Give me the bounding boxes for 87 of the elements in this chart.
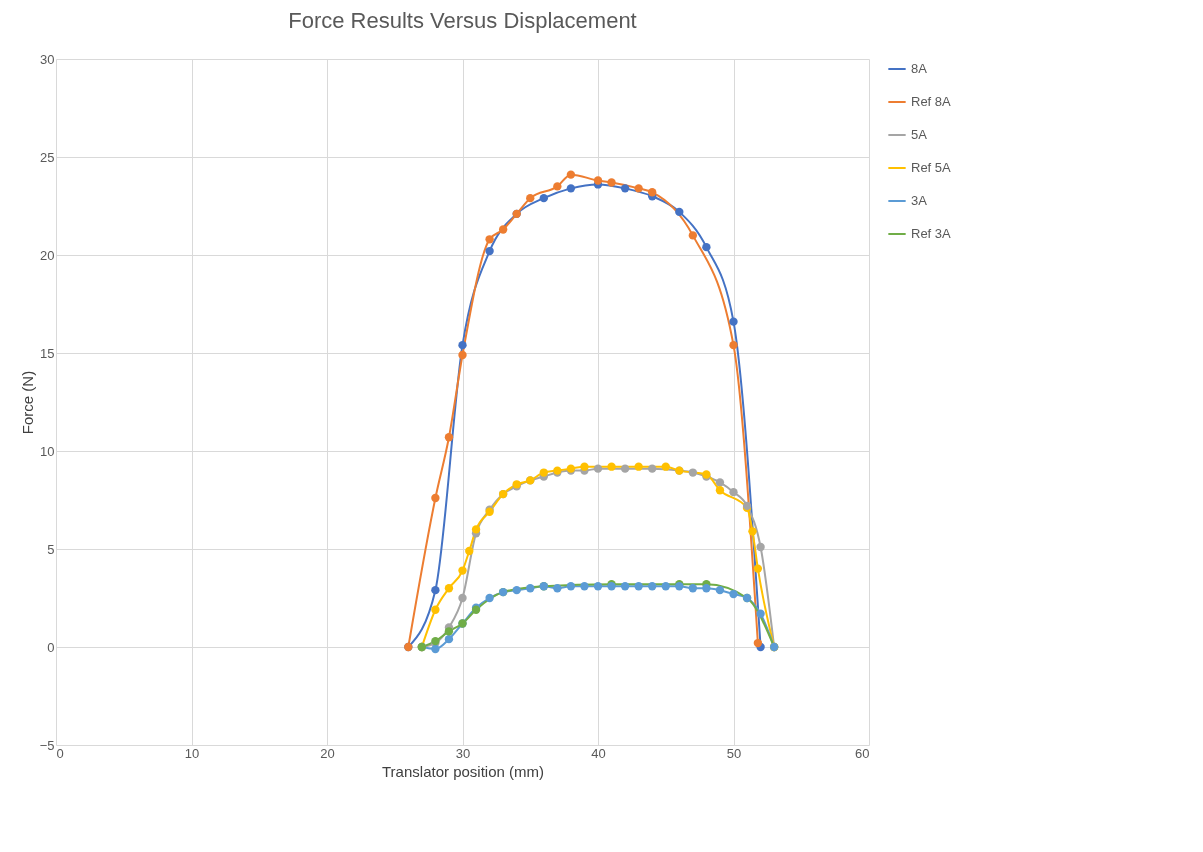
y-tick-label: 25 [40,149,55,165]
point [607,178,616,187]
point [444,584,454,593]
point [756,609,765,618]
y-tick-label: 15 [40,345,55,361]
x-tick-label: 10 [184,745,200,761]
point [634,582,643,591]
point [444,627,454,636]
point [661,462,670,471]
y-tick-label: 5 [47,541,55,557]
point [458,340,467,350]
point [553,182,562,191]
point [634,184,643,193]
point [729,589,738,599]
point [648,188,657,197]
point [715,486,725,495]
point [593,464,603,473]
point [444,634,454,644]
point [756,542,765,552]
point [753,638,763,648]
point [431,585,440,595]
point [688,468,698,477]
point [648,582,657,591]
point [498,225,508,234]
y-tick-label: 30 [40,51,55,67]
x-tick-label: 60 [855,745,870,761]
point [688,584,698,593]
y-tick-label: −5 [39,737,55,753]
point [580,582,589,591]
point [661,582,670,591]
point [620,184,630,193]
point [715,478,725,487]
point [539,468,548,477]
point [458,566,467,575]
legend-label: 3A [911,193,928,208]
point [458,350,467,360]
point [458,593,467,603]
y-tick-label: 10 [40,443,55,459]
point [485,246,494,256]
legend-label: Ref 5A [911,160,952,175]
x-tick-label: 20 [320,745,335,761]
point [634,462,643,471]
point [485,593,494,603]
point [753,564,763,573]
point [566,184,576,193]
point [444,433,454,442]
y-tick-label: 0 [47,639,55,655]
point [566,582,576,591]
point [431,644,440,654]
point [485,235,494,244]
y-tick-label: 20 [40,247,55,263]
point [512,585,521,595]
x-tick-label: 40 [591,745,606,761]
point [539,193,548,203]
legend-label: 8A [911,61,928,76]
x-tick-label: 30 [455,745,471,761]
point [702,242,711,252]
point [431,605,440,614]
chart-title: Force Results Versus Displacement [288,8,637,33]
point [702,584,711,593]
point [620,464,630,473]
y-axis-title: Force (N) [18,370,36,435]
point [675,207,684,217]
point [471,525,481,534]
point [729,487,738,497]
point [593,582,603,591]
point [620,582,630,591]
point [729,317,738,326]
x-axis-title: Translator position (mm) [382,762,544,780]
point [566,170,576,179]
point [526,584,535,593]
point [526,193,535,203]
legend-label: 5A [911,127,928,142]
point [431,493,440,503]
point [748,527,757,536]
point [553,584,562,593]
legend-label: Ref 8A [911,94,952,109]
point [648,464,657,473]
point [688,231,698,240]
point [465,546,474,556]
point [580,462,589,471]
point [729,340,738,350]
point [715,585,725,595]
point [607,462,616,471]
x-tick-label: 50 [726,745,742,761]
legend-label: Ref 3A [911,226,952,241]
point [593,176,603,185]
